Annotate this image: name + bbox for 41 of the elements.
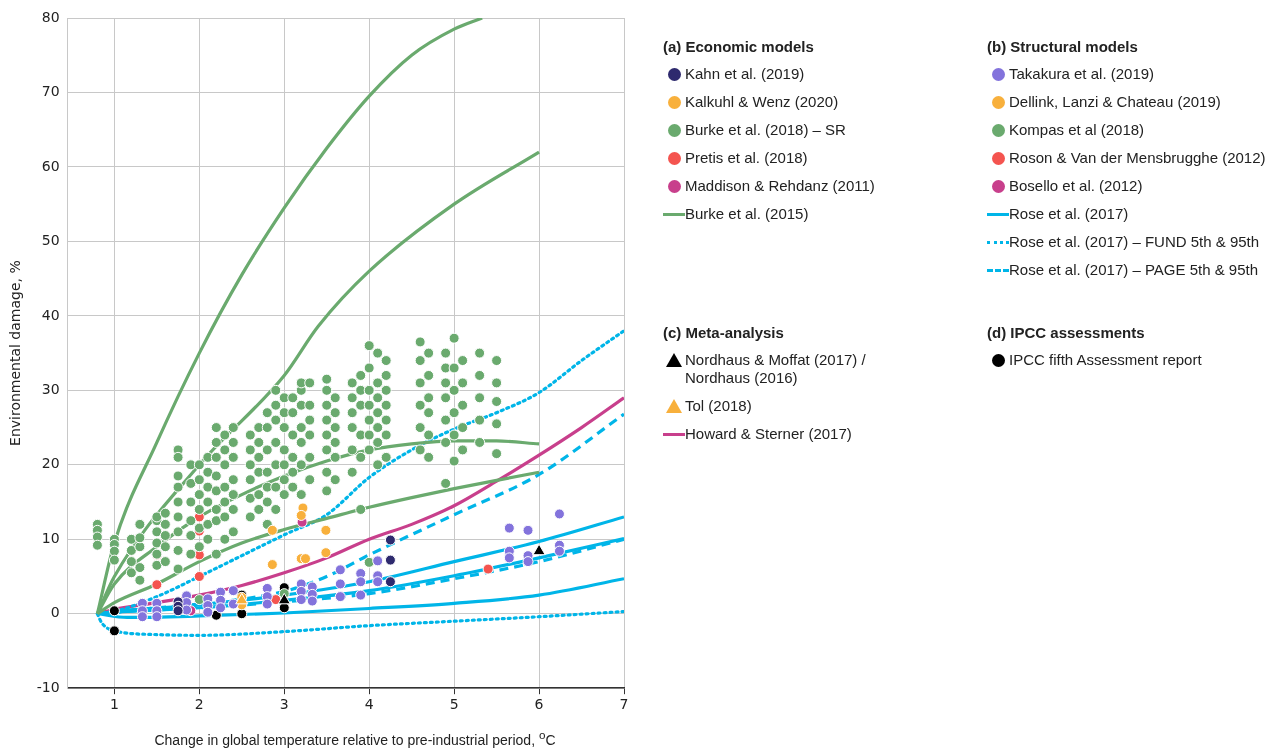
legend-label: Maddison & Rehdanz (2011) bbox=[685, 177, 875, 195]
text: (c) Meta-analysis bbox=[663, 324, 785, 341]
x-axis-title: Change in global temperature relative to pre-industrial period, $^{o}$C bbox=[153, 728, 557, 748]
legend-label: Rose et al. (2017) – FUND 5th & 95th bbox=[1009, 233, 1260, 251]
legend-label: Rose et al. (2017) – PAGE 5th & 95th bbox=[1009, 261, 1259, 279]
legend-label: Dellink, Lanzi & Chateau (2019) bbox=[1009, 93, 1221, 111]
legend-label: Howard & Sterner (2017) bbox=[685, 425, 852, 443]
y-tick-label: 30 bbox=[41, 380, 60, 397]
x-tick-label: 5 bbox=[449, 696, 459, 713]
legend-label: Tol (2018) bbox=[685, 397, 752, 415]
legend-label: Kompas et al (2018) bbox=[1009, 121, 1145, 139]
legend-label: Nordhaus & Moffat (2017) / Nordhaus (2016) bbox=[685, 351, 867, 387]
y-tick-label: 10 bbox=[41, 529, 60, 546]
legend-label: Burke et al. (2018) – SR bbox=[685, 121, 846, 139]
x-tick-label: 2 bbox=[194, 696, 204, 713]
legend-label: Roson & Van der Mensbrugghe (2012) bbox=[1009, 149, 1266, 167]
legend-label: Pretis et al. (2018) bbox=[685, 149, 808, 167]
x-tick-label: 4 bbox=[364, 696, 374, 713]
y-tick-label: 60 bbox=[41, 157, 60, 174]
y-axis-title: Environmental damage, % bbox=[7, 260, 24, 446]
y-tick-label: 50 bbox=[41, 232, 60, 249]
legend-label: Takakura et al. (2019) bbox=[1009, 65, 1155, 83]
y-tick-label: -10 bbox=[36, 678, 60, 695]
legend-label: Kahn et al. (2019) bbox=[685, 65, 805, 83]
text: (d) IPCC assessments bbox=[987, 324, 1146, 341]
x-tick-label: 3 bbox=[279, 696, 289, 713]
x-tick-label: 7 bbox=[619, 696, 629, 713]
legend-label: IPCC fifth Assessment report bbox=[1009, 351, 1202, 369]
legend-label: Kalkuhl & Wenz (2020) bbox=[685, 93, 839, 111]
y-tick-label: 80 bbox=[41, 8, 60, 25]
y-tick-label: 0 bbox=[50, 604, 60, 621]
text: (a) Economic models bbox=[663, 38, 815, 55]
x-tick-label: 6 bbox=[534, 696, 544, 713]
legend-label: Burke et al. (2015) bbox=[685, 205, 809, 223]
legend-label: Rose et al. (2017) bbox=[1009, 205, 1129, 223]
y-tick-label: 70 bbox=[41, 83, 60, 100]
text: (b) Structural models bbox=[987, 38, 1139, 55]
x-tick-label: 1 bbox=[109, 696, 119, 713]
y-tick-label: 40 bbox=[41, 306, 60, 323]
y-tick-label: 20 bbox=[41, 455, 60, 472]
legend-label: Bosello et al. (2012) bbox=[1009, 177, 1143, 195]
